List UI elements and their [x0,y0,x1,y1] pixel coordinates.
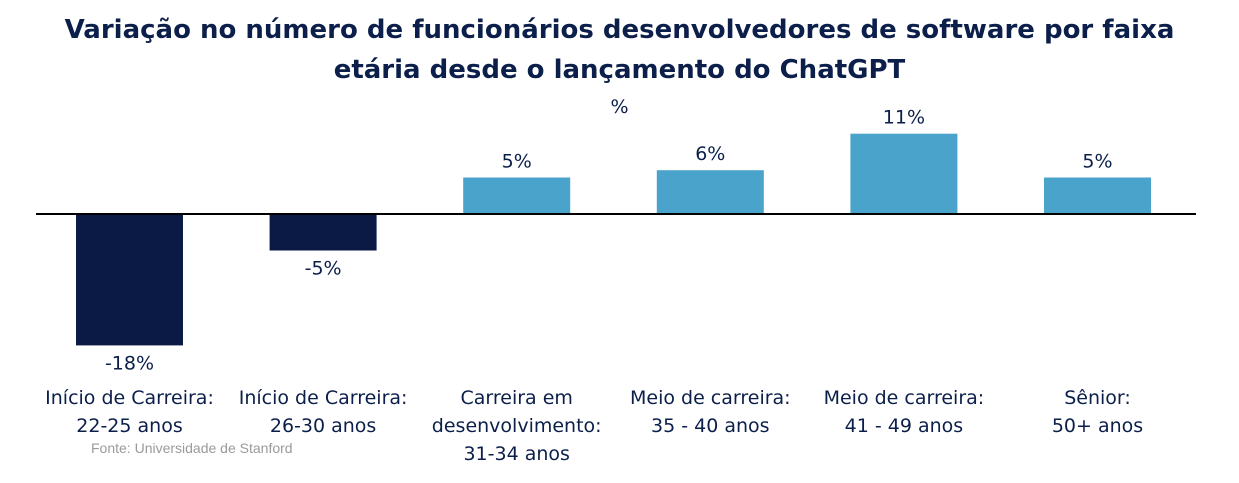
category-label: 26-30 anos [270,415,376,437]
chart-title-line-1: Variação no número de funcionários desen… [64,15,1175,45]
data-label: 5% [502,151,532,173]
bar [76,214,183,346]
category-label: Meio de carreira: [630,387,791,409]
bar [269,214,377,251]
category-label: Carreira em [460,387,572,409]
category-label: Meio de carreira: [824,387,985,409]
bar [850,133,958,214]
data-label: -18% [105,352,154,374]
data-label: 11% [883,107,925,129]
category-label: 50+ anos [1052,415,1143,437]
bar [656,170,764,214]
chart-title-line-2: etária desde o lançamento do ChatGPT [333,55,906,85]
category-label: 41 - 49 anos [845,415,964,437]
category-label: 22-25 anos [76,415,182,437]
source-note: Fonte: Universidade de Stanford [91,440,293,456]
chart-title: Variação no número de funcionários desen… [0,10,1239,90]
data-label: 5% [1082,151,1112,173]
data-label: 6% [695,143,725,165]
data-label: -5% [305,258,342,280]
category-label: Início de Carreira: [239,387,408,409]
category-label: 35 - 40 anos [651,415,770,437]
category-label: 31-34 anos [463,443,569,465]
bar [463,177,571,214]
category-label: Sênior: [1064,387,1131,409]
category-label: Início de Carreira: [45,387,214,409]
bar [1044,177,1151,214]
unit-label: % [610,96,629,118]
category-label: desenvolvimento: [432,415,602,437]
